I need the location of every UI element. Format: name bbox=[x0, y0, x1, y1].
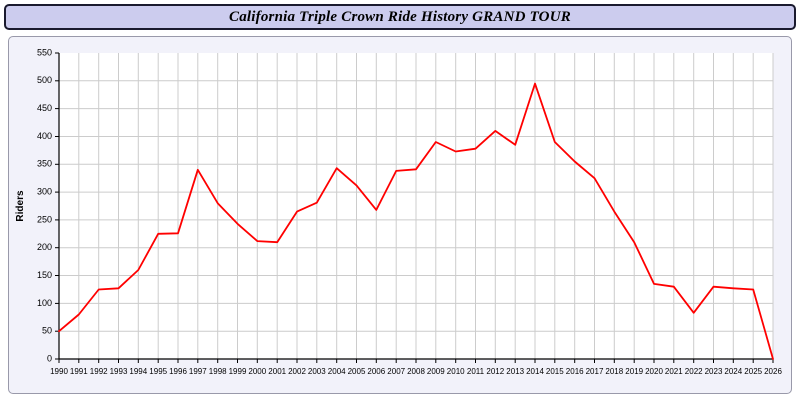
svg-text:2003: 2003 bbox=[308, 367, 326, 376]
svg-text:2015: 2015 bbox=[546, 367, 564, 376]
svg-text:2000: 2000 bbox=[248, 367, 266, 376]
svg-text:550: 550 bbox=[37, 47, 52, 57]
svg-text:400: 400 bbox=[37, 131, 52, 141]
svg-text:2016: 2016 bbox=[566, 367, 584, 376]
svg-text:1991: 1991 bbox=[70, 367, 88, 376]
svg-text:2018: 2018 bbox=[605, 367, 623, 376]
svg-text:450: 450 bbox=[37, 103, 52, 113]
svg-text:2008: 2008 bbox=[407, 367, 425, 376]
chart-title-bar: California Triple Crown Ride History GRA… bbox=[4, 4, 796, 30]
svg-text:Riders: Riders bbox=[15, 190, 26, 222]
svg-text:1996: 1996 bbox=[169, 367, 187, 376]
svg-text:2006: 2006 bbox=[367, 367, 385, 376]
svg-text:1992: 1992 bbox=[90, 367, 108, 376]
svg-text:2005: 2005 bbox=[348, 367, 366, 376]
chart-panel: 0 50 100 150 200 250 300 350 400 450 500 550 1990 199… bbox=[8, 36, 792, 394]
svg-text:350: 350 bbox=[37, 159, 52, 169]
svg-text:300: 300 bbox=[37, 186, 52, 196]
svg-text:2001: 2001 bbox=[268, 367, 286, 376]
svg-text:0: 0 bbox=[47, 353, 52, 363]
svg-text:1994: 1994 bbox=[129, 367, 147, 376]
svg-text:2022: 2022 bbox=[685, 367, 703, 376]
svg-text:2007: 2007 bbox=[387, 367, 405, 376]
svg-text:2012: 2012 bbox=[486, 367, 504, 376]
svg-text:1995: 1995 bbox=[149, 367, 167, 376]
svg-text:150: 150 bbox=[37, 270, 52, 280]
svg-text:1998: 1998 bbox=[209, 367, 227, 376]
svg-text:1993: 1993 bbox=[110, 367, 128, 376]
svg-text:500: 500 bbox=[37, 75, 52, 85]
chart-title: California Triple Crown Ride History GRA… bbox=[229, 8, 571, 25]
svg-text:50: 50 bbox=[42, 326, 52, 336]
svg-text:2014: 2014 bbox=[526, 367, 544, 376]
svg-text:250: 250 bbox=[37, 214, 52, 224]
svg-text:2021: 2021 bbox=[665, 367, 683, 376]
svg-text:2002: 2002 bbox=[288, 367, 306, 376]
svg-text:2011: 2011 bbox=[467, 367, 485, 376]
svg-text:2004: 2004 bbox=[328, 367, 346, 376]
svg-text:1999: 1999 bbox=[229, 367, 247, 376]
svg-text:2019: 2019 bbox=[625, 367, 643, 376]
svg-text:2026: 2026 bbox=[764, 367, 782, 376]
svg-text:1990: 1990 bbox=[50, 367, 68, 376]
svg-text:1997: 1997 bbox=[189, 367, 207, 376]
svg-text:200: 200 bbox=[37, 242, 52, 252]
svg-text:2010: 2010 bbox=[447, 367, 465, 376]
svg-text:100: 100 bbox=[37, 298, 52, 308]
svg-text:2020: 2020 bbox=[645, 367, 663, 376]
svg-text:2017: 2017 bbox=[586, 367, 604, 376]
svg-text:2009: 2009 bbox=[427, 367, 445, 376]
svg-text:2024: 2024 bbox=[724, 367, 742, 376]
svg-text:2013: 2013 bbox=[506, 367, 524, 376]
svg-text:2025: 2025 bbox=[744, 367, 762, 376]
svg-text:2023: 2023 bbox=[705, 367, 723, 376]
